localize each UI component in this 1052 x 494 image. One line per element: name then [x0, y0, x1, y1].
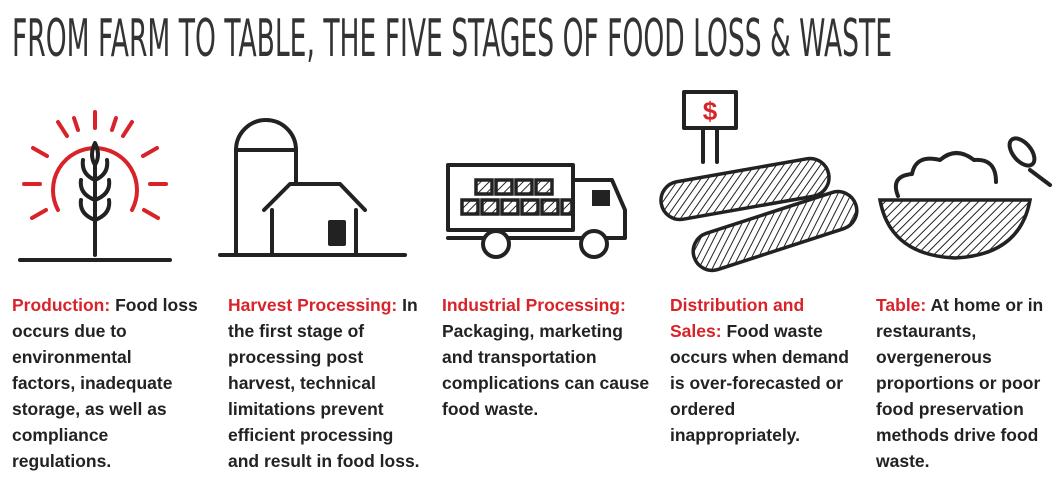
artwork: FROM FARM TO TABLE, THE FIVE STAGES OF F… — [0, 0, 1052, 290]
title: FROM FARM TO TABLE, THE FIVE STAGES OF F… — [12, 9, 892, 69]
stage-label: Production: — [12, 295, 110, 315]
table-icon — [880, 134, 1050, 258]
stage-text: At home or in restaurants, overgenerous … — [876, 295, 1043, 471]
stage-label: Industrial Processing: — [442, 295, 626, 315]
sales-icon: $ — [658, 92, 862, 275]
production-icon — [20, 112, 170, 260]
stage: Table: At home or in restaurants, overge… — [876, 292, 1052, 474]
stage-label: Table: — [876, 295, 926, 315]
stage-label: Harvest Processing: — [228, 295, 397, 315]
stage: Harvest Processing: In the first stage o… — [228, 292, 420, 474]
stage: Distribution and Sales: Food waste occur… — [670, 292, 850, 448]
stage-text: In the first stage of processing post ha… — [228, 295, 420, 471]
svg-text:$: $ — [703, 96, 718, 126]
stage-text: Food loss occurs due to environmental fa… — [12, 295, 198, 471]
stage: Production: Food loss occurs due to envi… — [12, 292, 198, 474]
page: FROM FARM TO TABLE, THE FIVE STAGES OF F… — [0, 0, 1052, 494]
harvest-icon — [220, 120, 405, 255]
stage: Industrial Processing: Packaging, market… — [442, 292, 654, 422]
truck-icon — [448, 165, 625, 257]
stage-text: Packaging, marketing and transportation … — [442, 321, 649, 419]
